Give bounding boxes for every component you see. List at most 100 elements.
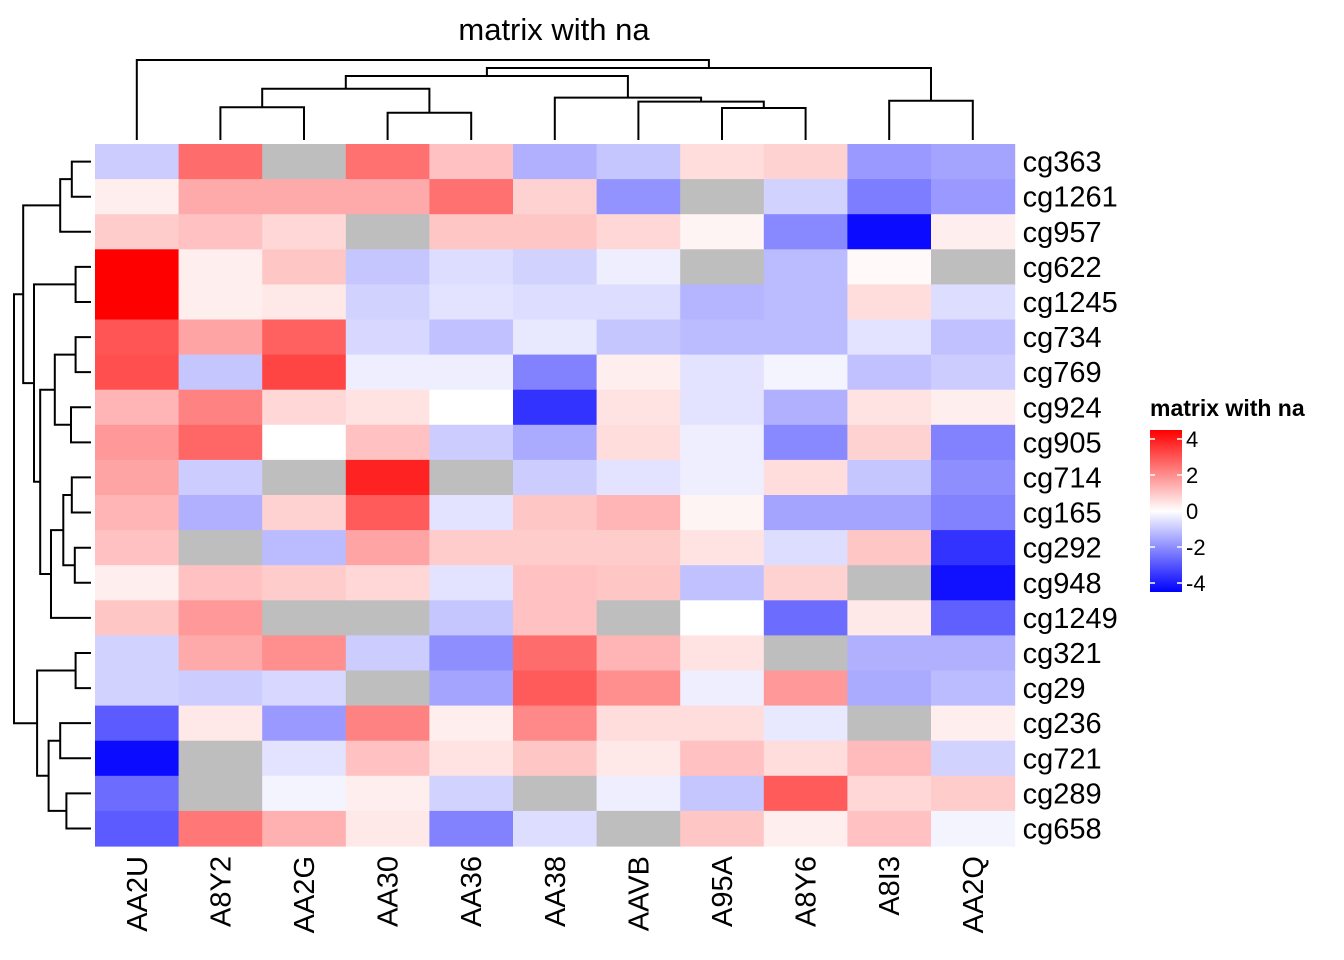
heatmap-cell	[513, 670, 598, 707]
heatmap-cell	[262, 635, 347, 672]
heatmap-cell	[178, 670, 263, 707]
heatmap-cell	[763, 775, 848, 812]
legend-colorbar	[1150, 430, 1182, 592]
heatmap-cell	[763, 495, 848, 531]
legend-tick-label: 4	[1186, 427, 1198, 452]
heatmap-cell	[262, 775, 347, 812]
heatmap-cell	[596, 179, 681, 215]
heatmap-cell	[95, 740, 180, 777]
heatmap-cell	[95, 179, 180, 215]
heatmap-cell	[429, 214, 514, 250]
dendrogram-branch	[135, 59, 710, 140]
heatmap-cell	[178, 144, 263, 180]
heatmap-cell	[513, 214, 598, 250]
heatmap-cell	[931, 810, 1016, 847]
heatmap-cell	[345, 530, 430, 566]
heatmap-cell	[931, 319, 1016, 356]
row-label: cg622	[1023, 252, 1102, 284]
heatmap-cell	[596, 565, 681, 601]
heatmap-cell	[178, 249, 263, 285]
column-label: AAVB	[623, 856, 655, 931]
row-label: cg29	[1023, 673, 1086, 705]
heatmap-cell	[596, 284, 681, 321]
heatmap-cell	[763, 389, 848, 426]
heatmap-cell	[178, 459, 263, 496]
dendrogram-branch	[59, 722, 91, 760]
heatmap-cell	[763, 565, 848, 601]
heatmap-cell	[262, 354, 347, 391]
heatmap-cell	[847, 284, 932, 321]
row-label: cg769	[1023, 357, 1102, 389]
heatmap-cell	[178, 495, 263, 531]
heatmap-cell	[513, 775, 598, 812]
heatmap-cell	[345, 705, 430, 742]
dendrogram-branch	[50, 529, 91, 619]
heatmap-cell	[429, 740, 514, 777]
dendrogram-branch	[39, 388, 55, 575]
heatmap-cell	[596, 530, 681, 566]
heatmap-cell	[513, 530, 598, 566]
heatmap-cell	[345, 179, 430, 215]
heatmap-cell	[680, 600, 765, 636]
row-label: cg957	[1023, 217, 1102, 249]
heatmap-cell	[262, 284, 347, 321]
heatmap-cell	[680, 144, 765, 180]
heatmap-cell	[847, 214, 932, 250]
heatmap-cell	[680, 530, 765, 566]
heatmap-cell	[763, 214, 848, 250]
heatmap-cell	[178, 179, 263, 215]
heatmap-cell	[847, 354, 932, 391]
heatmap-cell	[763, 319, 848, 356]
heatmap-cell	[680, 459, 765, 496]
heatmap-cell	[680, 705, 765, 742]
heatmap-cell	[847, 530, 932, 566]
legend-tick-label: 0	[1186, 499, 1198, 524]
heatmap-cell	[847, 740, 932, 777]
legend-tick-label: -2	[1186, 535, 1206, 560]
heatmap-cell	[345, 565, 430, 601]
heatmap-cell	[345, 810, 430, 847]
column-label: AA2G	[289, 856, 321, 933]
heatmap-cell	[596, 389, 681, 426]
dendrogram-branch	[59, 178, 91, 233]
heatmap-cell	[763, 354, 848, 391]
heatmap-cell	[345, 354, 430, 391]
heatmap-cell	[262, 740, 347, 777]
heatmap-cell	[178, 424, 263, 461]
heatmap-cell	[178, 810, 263, 847]
heatmap-cell	[429, 600, 514, 636]
heatmap-cell	[262, 144, 347, 180]
row-label: cg1249	[1023, 603, 1118, 635]
dendrogram-branch	[74, 652, 91, 690]
heatmap-cell	[513, 565, 598, 601]
heatmap-cell	[763, 810, 848, 847]
heatmap-cell	[429, 459, 514, 496]
dendrogram-branch	[386, 111, 473, 140]
heatmap-cell	[763, 179, 848, 215]
heatmap-cell	[931, 530, 1016, 566]
heatmap-cell	[931, 144, 1016, 180]
heatmap-cell	[596, 670, 681, 707]
heatmap-cell	[931, 389, 1016, 426]
row-labels: cg363cg1261cg957cg622cg1245cg734cg769cg9…	[1023, 147, 1118, 846]
heatmap-cell	[513, 810, 598, 847]
heatmap-cell	[596, 740, 681, 777]
heatmap-cell	[429, 635, 514, 672]
heatmap-cell	[680, 775, 765, 812]
heatmap-cell	[178, 705, 263, 742]
heatmap-cell	[931, 705, 1016, 742]
heatmap-cell	[95, 354, 180, 391]
heatmap-cell	[345, 670, 430, 707]
column-label: AA30	[373, 856, 405, 927]
row-label: cg292	[1023, 533, 1102, 565]
row-label: cg321	[1023, 638, 1102, 670]
heatmap-cell	[513, 459, 598, 496]
heatmap-cell	[847, 775, 932, 812]
heatmap-cell	[596, 144, 681, 180]
heatmap-cell	[847, 144, 932, 180]
heatmap-cell	[95, 530, 180, 566]
heatmap-cell	[847, 495, 932, 531]
heatmap-cell	[513, 600, 598, 636]
heatmap-cell	[262, 214, 347, 250]
heatmap-cell	[847, 565, 932, 601]
